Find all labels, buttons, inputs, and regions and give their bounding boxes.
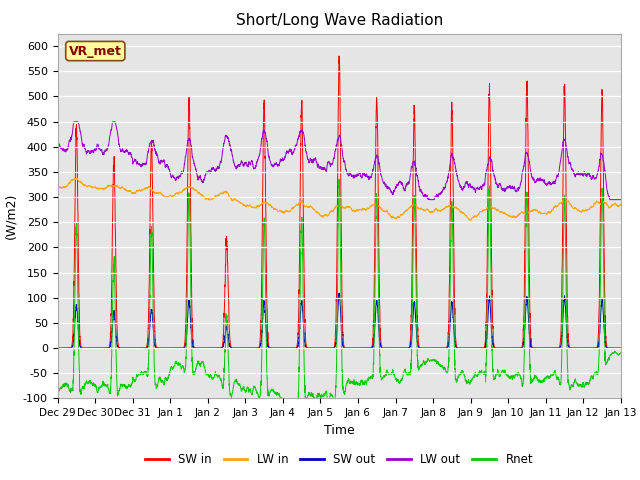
- LW out: [426, 197, 434, 203]
- LW out: [70, 119, 78, 124]
- LW in: [435, 207, 442, 213]
- Rnet: [435, 362, 442, 368]
- SW out: [318, 345, 326, 351]
- LW out: [616, 197, 624, 203]
- LW in: [617, 202, 625, 208]
- Legend: SW in, LW in, SW out, LW out, Rnet: SW in, LW in, SW out, LW out, Rnet: [141, 448, 538, 470]
- Line: SW out: SW out: [58, 293, 621, 348]
- SW out: [435, 345, 442, 351]
- SW out: [498, 345, 506, 351]
- SW out: [616, 345, 624, 351]
- Rnet: [155, 376, 163, 382]
- SW out: [336, 290, 344, 296]
- Line: SW in: SW in: [58, 56, 621, 348]
- LW out: [319, 165, 326, 171]
- SW in: [616, 345, 624, 351]
- SW in: [617, 345, 625, 351]
- Rnet: [498, 369, 506, 375]
- SW in: [335, 53, 343, 59]
- SW out: [54, 345, 61, 351]
- Rnet: [319, 394, 326, 399]
- LW in: [466, 217, 474, 223]
- Rnet: [616, 350, 624, 356]
- LW in: [73, 175, 81, 181]
- LW out: [54, 143, 61, 149]
- Line: LW out: LW out: [58, 121, 621, 200]
- SW in: [435, 345, 442, 351]
- LW in: [319, 214, 326, 219]
- LW in: [155, 190, 163, 196]
- LW in: [466, 217, 474, 223]
- Y-axis label: (W/m2): (W/m2): [4, 193, 17, 239]
- SW in: [318, 345, 326, 351]
- X-axis label: Time: Time: [324, 424, 355, 437]
- LW out: [435, 191, 442, 197]
- Line: Rnet: Rnet: [58, 179, 621, 411]
- Rnet: [54, 386, 61, 392]
- SW in: [498, 345, 506, 351]
- SW out: [617, 345, 625, 351]
- Rnet: [466, 381, 474, 386]
- SW in: [466, 345, 474, 351]
- Rnet: [335, 176, 343, 182]
- SW out: [155, 345, 163, 351]
- Text: VR_met: VR_met: [69, 45, 122, 58]
- Title: Short/Long Wave Radiation: Short/Long Wave Radiation: [236, 13, 443, 28]
- LW in: [616, 202, 624, 208]
- LW out: [498, 185, 506, 191]
- LW out: [617, 197, 625, 203]
- LW in: [54, 184, 61, 190]
- SW out: [466, 345, 474, 351]
- LW in: [498, 209, 506, 215]
- SW in: [155, 345, 163, 351]
- LW out: [155, 158, 163, 164]
- Rnet: [286, 408, 294, 414]
- LW out: [466, 181, 474, 187]
- Line: LW in: LW in: [58, 178, 621, 220]
- SW in: [54, 345, 61, 351]
- Rnet: [617, 350, 625, 356]
